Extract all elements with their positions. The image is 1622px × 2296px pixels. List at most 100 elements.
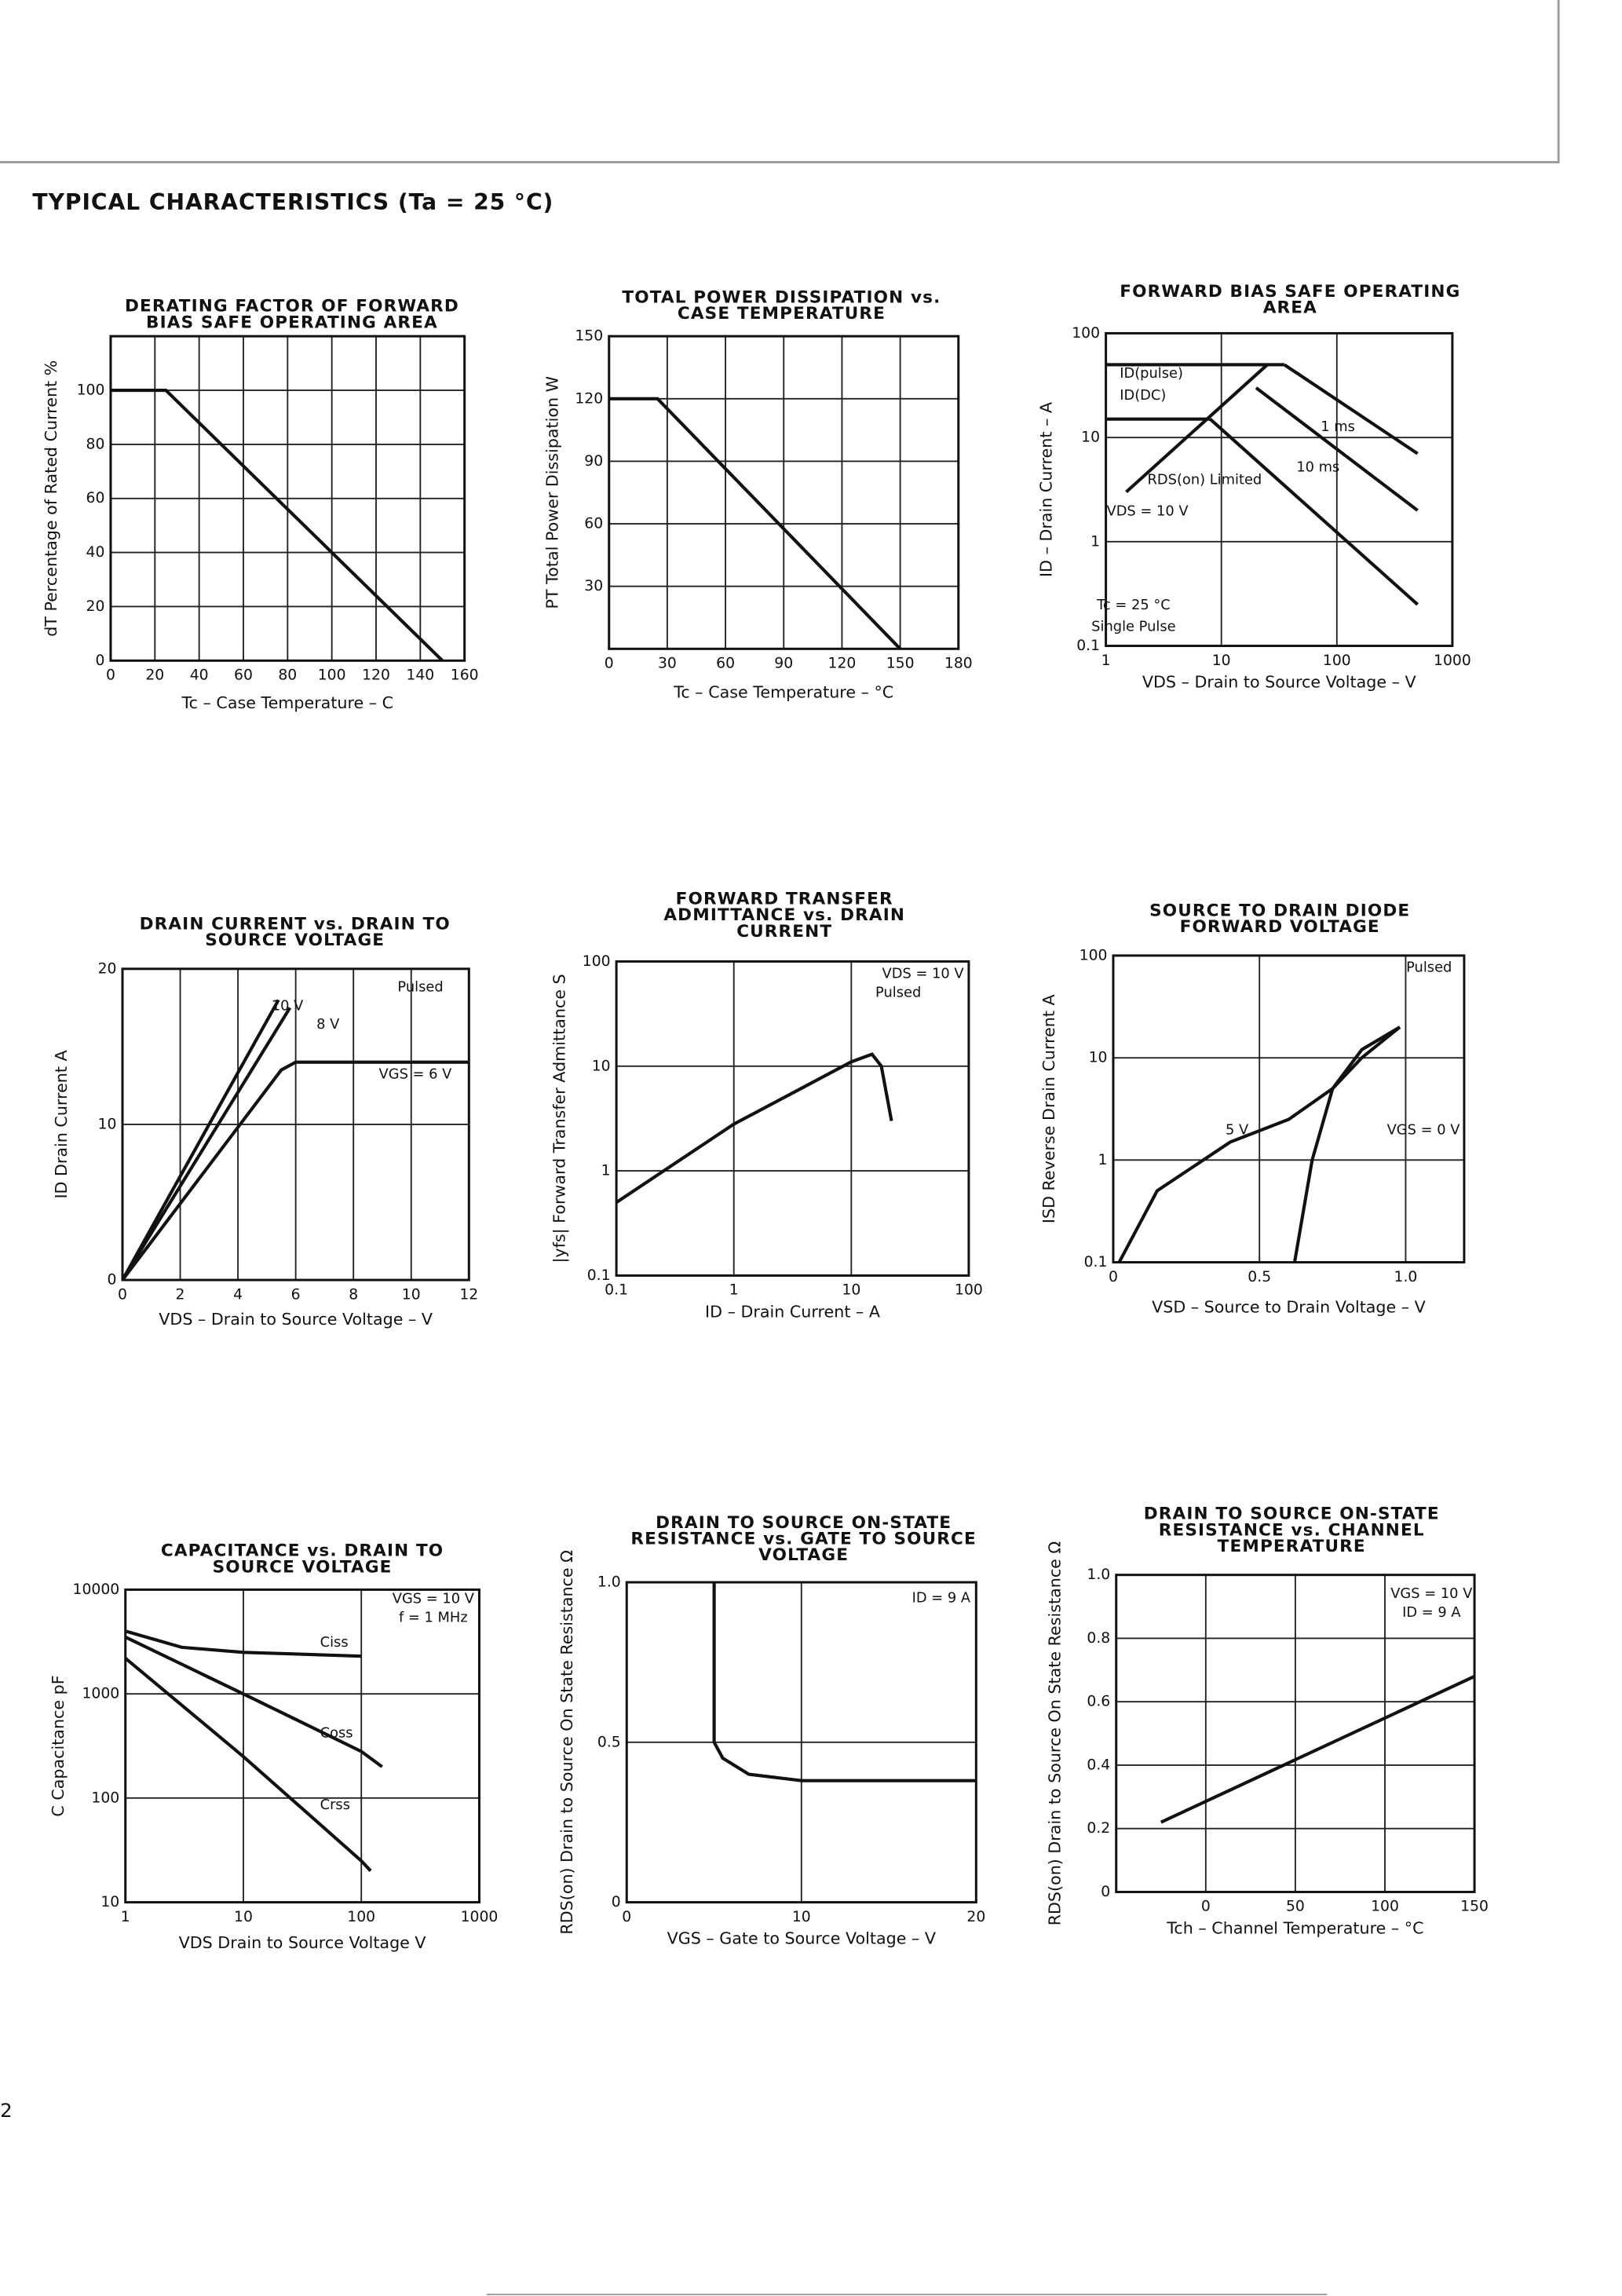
y-tick-label: 0.5: [597, 1734, 621, 1750]
annotation: VGS = 10 V: [1390, 1585, 1473, 1602]
x-tick-label: 2: [176, 1286, 185, 1303]
y-tick-label: 100: [91, 1790, 119, 1806]
annotation: Pulsed: [397, 979, 443, 996]
series-label: ID(pulse): [1120, 365, 1183, 382]
x-tick-label: 100: [347, 1909, 375, 1925]
y-axis-label: RDS(on) Drain to Source On State Resista…: [1046, 1541, 1065, 1926]
chart-title: TEMPERATURE: [1218, 1537, 1366, 1556]
header-box: [0, 0, 1560, 163]
y-tick-label: 10: [1089, 1050, 1108, 1066]
plot-frame: [1112, 954, 1466, 1264]
y-tick-label: 30: [584, 578, 603, 594]
x-tick-label: 20: [145, 667, 164, 684]
series-label: 8 V: [316, 1016, 340, 1033]
x-axis-label: VSD – Source to Drain Voltage – V: [1152, 1298, 1426, 1317]
x-tick-label: 100: [318, 667, 346, 684]
x-axis-label: ID – Drain Current – A: [705, 1302, 880, 1321]
series-label: Coss: [320, 1725, 353, 1742]
y-tick-label: 0.1: [587, 1267, 611, 1284]
x-axis-label: Tc – Case Temperature – °C: [673, 683, 893, 702]
series-label: 10 V: [272, 997, 304, 1014]
series-label: 1 ms: [1321, 419, 1355, 435]
chart-title: ADMITTANCE vs. DRAIN: [663, 905, 905, 925]
x-tick-label: 0: [605, 656, 614, 672]
series-label: 10 ms: [1296, 459, 1339, 476]
x-tick-label: 50: [1286, 1899, 1305, 1915]
x-tick-label: 0: [1201, 1899, 1211, 1915]
annotation: Pulsed: [875, 984, 921, 1000]
y-tick-label: 60: [584, 516, 603, 532]
y-tick-label: 0: [108, 1272, 117, 1289]
x-tick-label: 30: [658, 656, 677, 672]
x-tick-label: 90: [774, 656, 793, 672]
chart-title: RESISTANCE vs. CHANNEL: [1159, 1520, 1425, 1540]
x-axis-label: Tch – Channel Temperature – °C: [1166, 1918, 1423, 1937]
curve: [615, 1052, 893, 1205]
annotation: VDS = 10 V: [882, 965, 965, 982]
x-tick-label: 140: [406, 667, 434, 684]
curve: [712, 1582, 977, 1782]
chart-title: DRAIN TO SOURCE ON-STATE: [656, 1513, 952, 1533]
x-axis-label: VGS – Gate to Source Voltage – V: [667, 1929, 936, 1948]
x-tick-label: 1: [121, 1909, 130, 1925]
x-tick-label: 150: [1460, 1899, 1489, 1915]
x-axis-label: Tc – Case Temperature – C: [181, 693, 394, 712]
curve: [121, 999, 280, 1281]
x-axis-label: VDS Drain to Source Voltage V: [179, 1933, 426, 1952]
x-tick-label: 40: [190, 667, 209, 684]
y-tick-label: 20: [86, 598, 105, 615]
page-number: 2: [0, 2099, 13, 2122]
y-axis-label: C Capacitance pF: [49, 1675, 68, 1816]
chart-title: RESISTANCE vs. GATE TO SOURCE: [630, 1530, 977, 1549]
series-label: Ciss: [320, 1634, 349, 1651]
x-tick-label: 4: [233, 1286, 243, 1303]
chart-title: SOURCE VOLTAGE: [205, 930, 385, 950]
annotation: Tc = 25 °C: [1096, 597, 1171, 613]
y-tick-label: 80: [86, 436, 105, 452]
y-tick-label: 1000: [82, 1686, 119, 1702]
x-tick-label: 60: [234, 667, 253, 684]
x-tick-label: 100: [1323, 653, 1351, 669]
y-tick-label: 0.1: [1076, 638, 1100, 654]
annotation: ID = 9 A: [1402, 1604, 1461, 1621]
x-tick-label: 180: [944, 656, 973, 672]
curve: [1283, 363, 1419, 455]
y-tick-label: 40: [86, 544, 105, 561]
x-tick-label: 1000: [461, 1909, 499, 1925]
plot-frame: [109, 335, 466, 662]
y-tick-label: 100: [1072, 325, 1100, 342]
x-axis-label: VDS – Drain to Source Voltage – V: [1142, 673, 1416, 692]
chart-title: SOURCE VOLTAGE: [213, 1557, 393, 1577]
chart-title: FORWARD VOLTAGE: [1180, 917, 1380, 937]
x-tick-label: 12: [459, 1286, 478, 1303]
y-tick-label: 100: [77, 382, 105, 399]
x-tick-label: 100: [955, 1282, 983, 1299]
annotation: f = 1 MHz: [399, 1609, 468, 1625]
curve: [1255, 386, 1419, 512]
x-tick-label: 0: [1109, 1269, 1118, 1285]
y-tick-label: 1: [1090, 533, 1100, 550]
x-tick-label: 10: [402, 1286, 421, 1303]
y-tick-label: 1: [1098, 1152, 1108, 1168]
chart-title: VOLTAGE: [758, 1545, 849, 1565]
y-tick-label: 0: [612, 1894, 621, 1910]
series-label: ID(DC): [1120, 387, 1166, 404]
curve: [124, 1636, 383, 1768]
y-tick-label: 0: [1101, 1884, 1110, 1900]
y-axis-label: ID Drain Current A: [52, 1050, 71, 1198]
x-tick-label: 0: [622, 1909, 631, 1925]
series-label: Crss: [320, 1797, 350, 1813]
y-tick-label: 10: [1081, 430, 1100, 446]
x-tick-label: 160: [451, 667, 479, 684]
y-tick-label: 10000: [73, 1581, 120, 1598]
y-tick-label: 0: [95, 653, 104, 669]
curve: [1117, 1026, 1401, 1263]
y-tick-label: 0.6: [1087, 1694, 1110, 1710]
y-tick-label: 1: [601, 1163, 611, 1179]
x-axis-label: VDS – Drain to Source Voltage – V: [159, 1310, 433, 1329]
annotation: ID = 9 A: [912, 1589, 971, 1606]
curve: [608, 397, 902, 650]
annotation: VGS = 10 V: [393, 1590, 475, 1607]
series-label: VGS = 0 V: [1387, 1122, 1461, 1139]
